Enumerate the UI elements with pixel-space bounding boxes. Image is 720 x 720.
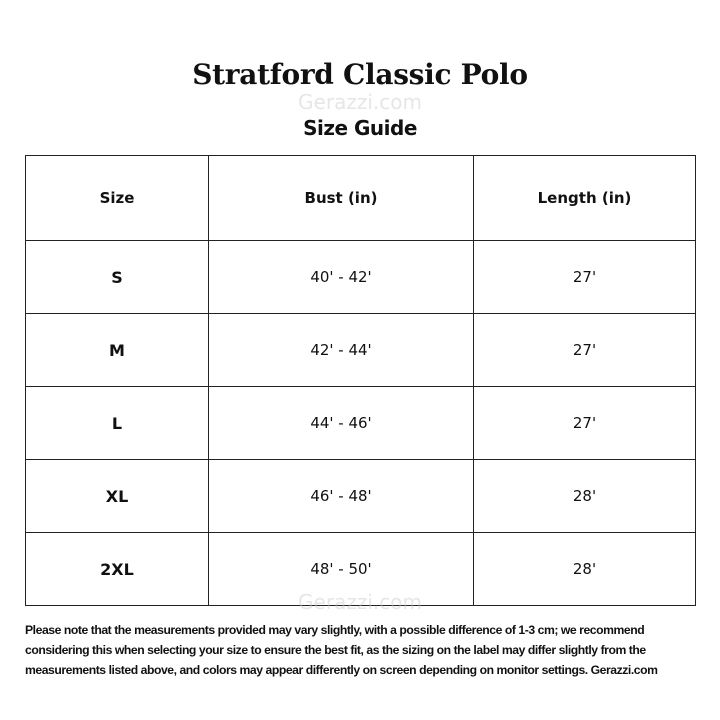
bust-cell: 46' - 48' — [208, 459, 474, 533]
length-cell: 28' — [473, 459, 696, 533]
size-cell: M — [25, 313, 209, 387]
page-title: Stratford Classic Polo — [192, 58, 528, 91]
size-cell: XL — [25, 459, 209, 533]
bust-cell: 44' - 46' — [208, 386, 474, 460]
length-cell: 27' — [473, 386, 696, 460]
size-cell: S — [25, 240, 209, 314]
watermark: Gerazzi.com — [298, 90, 422, 114]
disclaimer-note: Please note that the measurements provid… — [25, 623, 658, 677]
length-cell: 28' — [473, 532, 696, 606]
table-header-row: Size Bust (in) Length (in) — [25, 155, 696, 241]
header-size: Size — [25, 155, 209, 241]
table-row: M 42' - 44' 27' — [25, 313, 696, 387]
bust-cell: 40' - 42' — [208, 240, 474, 314]
table-row: L 44' - 46' 27' — [25, 386, 696, 460]
size-cell: 2XL — [25, 532, 209, 606]
page-subtitle: Size Guide — [303, 116, 417, 140]
table-row: S 40' - 42' 27' — [25, 240, 696, 314]
bust-cell: 42' - 44' — [208, 313, 474, 387]
table-row: 2XL 48' - 50' 28' — [25, 532, 696, 606]
header-bust: Bust (in) — [208, 155, 474, 241]
header-length: Length (in) — [473, 155, 696, 241]
length-cell: 27' — [473, 240, 696, 314]
length-cell: 27' — [473, 313, 696, 387]
size-cell: L — [25, 386, 209, 460]
bust-cell: 48' - 50' — [208, 532, 474, 606]
table-row: XL 46' - 48' 28' — [25, 459, 696, 533]
size-table: Size Bust (in) Length (in) S 40' - 42' 2… — [25, 155, 696, 606]
